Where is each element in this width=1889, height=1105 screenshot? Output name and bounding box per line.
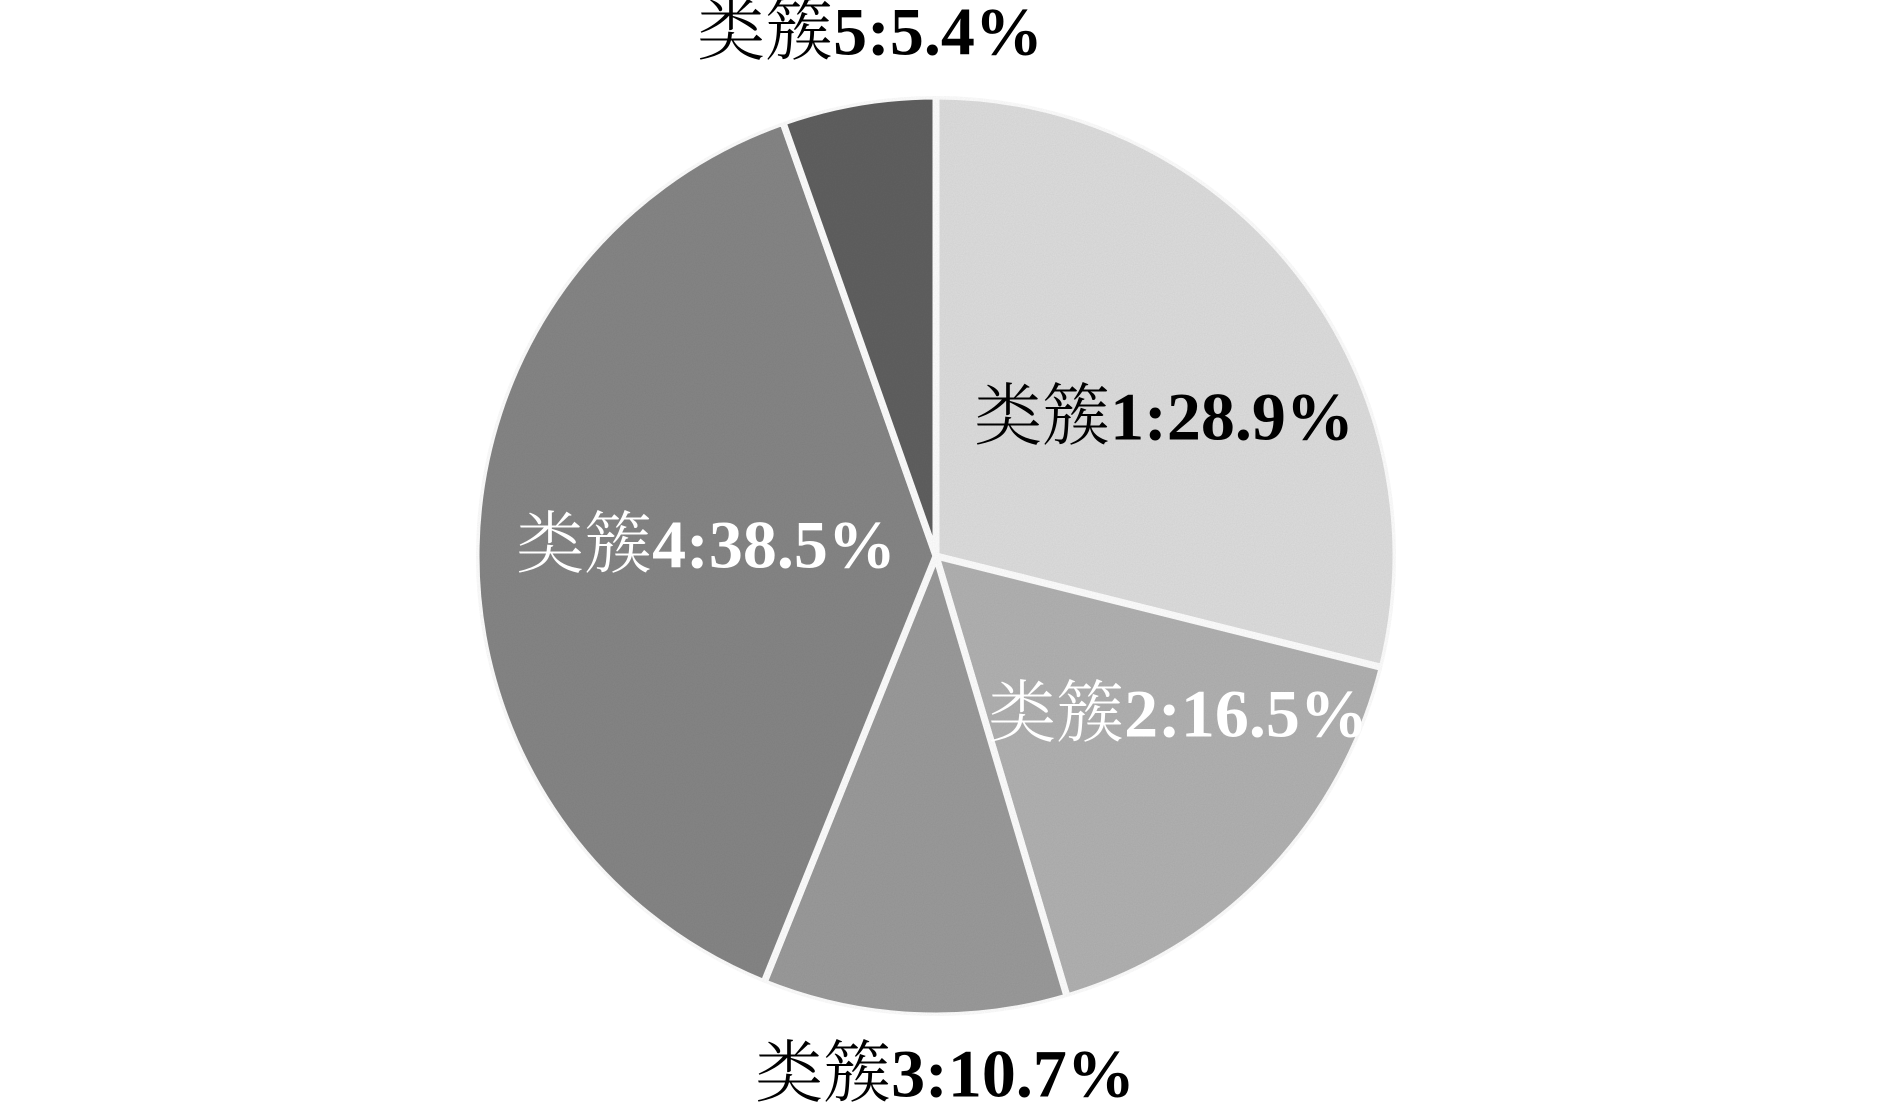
svg-text:类簇3:10.7%: 类簇3:10.7% [755, 1020, 1135, 1105]
svg-text:类簇5:5.4%: 类簇5:5.4% [697, 0, 1043, 75]
